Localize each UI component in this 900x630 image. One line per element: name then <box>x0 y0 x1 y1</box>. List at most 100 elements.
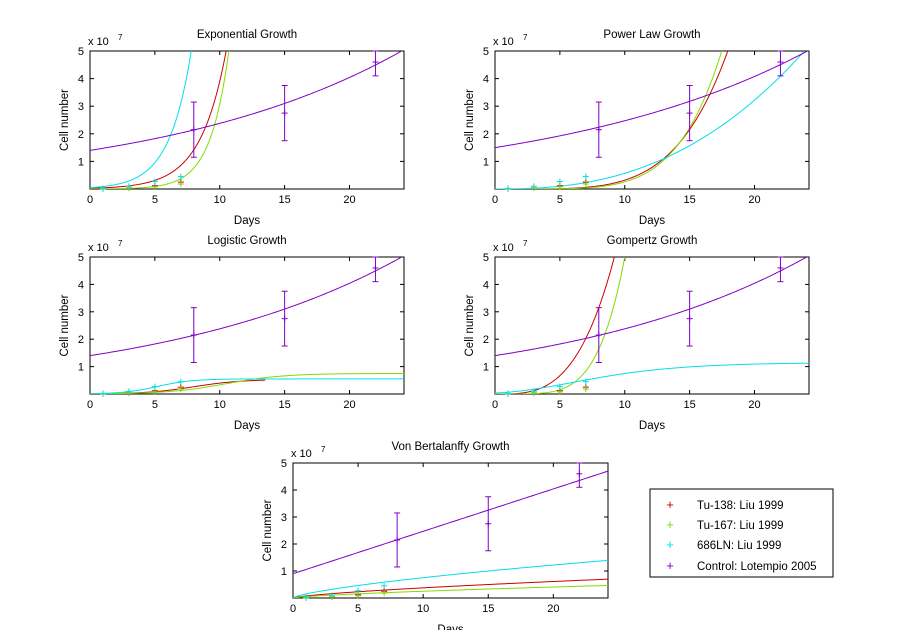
x-tick-label: 10 <box>619 399 631 411</box>
subplot-5: Von Bertalanffy Growth x 10 7 0 5 10 15 20 1 2 3 4 5… <box>262 441 609 630</box>
y-tick-label: 5 <box>483 46 489 58</box>
curves <box>90 257 404 394</box>
y-tick-label: 4 <box>281 485 287 497</box>
x-axis-label: Days <box>234 215 260 227</box>
data-point-control <box>686 85 693 142</box>
data-point-control <box>777 256 784 283</box>
curve-control <box>293 470 608 575</box>
curve-control <box>90 51 403 151</box>
y-tick-label: 5 <box>78 252 84 264</box>
y-exponent-power: 7 <box>118 33 123 42</box>
x-tick-label: 20 <box>748 194 760 206</box>
curve-ln686 <box>90 51 192 189</box>
data-point-ln686 <box>530 388 537 395</box>
curve-tu167 <box>90 51 230 189</box>
data-point-ln686 <box>530 183 537 190</box>
curves <box>495 257 809 394</box>
x-tick-label: 10 <box>619 194 631 206</box>
legend: + Tu-138: Liu 1999 + Tu-167: Liu 1999 + … <box>649 488 834 578</box>
data-point-tu167 <box>151 183 158 190</box>
data-point-control <box>595 307 602 363</box>
data-point-control <box>372 50 379 77</box>
data-point-control <box>281 85 288 142</box>
x-tick-label: 0 <box>87 399 93 411</box>
y-tick-label: 1 <box>78 362 84 374</box>
curve-control <box>495 257 808 357</box>
plot-area <box>292 462 609 599</box>
chart-title: Logistic Growth <box>207 235 286 247</box>
y-exponent-label: x 10 <box>493 36 514 48</box>
observations <box>99 256 379 397</box>
data-point-ln686 <box>177 173 184 180</box>
y-tick-label: 4 <box>78 74 84 86</box>
data-point-control <box>777 50 784 77</box>
legend-entry-tu138: + Tu-138: Liu 1999 <box>666 497 783 512</box>
x-tick-label: 0 <box>492 399 498 411</box>
data-point-tu167 <box>582 181 589 188</box>
legend-label-tu138: Tu-138: Liu 1999 <box>697 500 784 512</box>
y-tick-label: 1 <box>483 362 489 374</box>
y-tick-label: 1 <box>483 156 489 168</box>
data-point-ln686 <box>151 383 158 390</box>
observations <box>504 50 784 192</box>
data-point-control <box>686 290 693 347</box>
data-point-ln686 <box>582 173 589 180</box>
x-axis-label: Days <box>234 420 260 432</box>
data-point-tu167 <box>355 592 362 599</box>
data-point-control <box>394 512 401 568</box>
curve-ln686 <box>293 559 608 598</box>
data-point-ln686 <box>303 594 310 601</box>
x-tick-label: 20 <box>547 603 559 615</box>
legend-label-ln686: 686LN: Liu 1999 <box>697 540 781 552</box>
y-exponent-power: 7 <box>523 239 528 248</box>
y-exponent-label: x 10 <box>291 448 312 460</box>
data-point-ln686 <box>381 582 388 589</box>
y-axis-label: Cell number <box>464 294 476 356</box>
x-tick-label: 10 <box>214 194 226 206</box>
chart-title: Gompertz Growth <box>607 235 698 247</box>
y-tick-label: 5 <box>483 252 489 264</box>
y-exponent-label: x 10 <box>493 242 514 254</box>
x-tick-label: 5 <box>152 194 158 206</box>
curves <box>90 51 403 189</box>
legend-marker-tu167: + <box>666 517 674 532</box>
y-axis-label: Cell number <box>464 89 476 151</box>
x-tick-label: 20 <box>748 399 760 411</box>
legend-entry-ln686: + 686LN: Liu 1999 <box>666 537 781 552</box>
plot-area <box>89 256 405 395</box>
y-tick-label: 4 <box>483 279 489 291</box>
x-axis-label: Days <box>639 215 665 227</box>
curves <box>495 51 809 189</box>
y-exponent-power: 7 <box>523 33 528 42</box>
data-point-tu167 <box>556 388 563 395</box>
data-point-tu167 <box>151 388 158 395</box>
curve-tu167 <box>495 257 626 394</box>
y-tick-label: 5 <box>281 458 287 470</box>
y-tick-label: 2 <box>281 539 287 551</box>
x-tick-label: 5 <box>355 603 361 615</box>
x-tick-label: 5 <box>557 194 563 206</box>
x-tick-label: 10 <box>214 399 226 411</box>
curve-tu138 <box>495 257 615 394</box>
data-point-control <box>281 290 288 347</box>
curves <box>293 470 608 598</box>
curve-control <box>90 257 403 357</box>
y-axis-label: Cell number <box>59 89 71 151</box>
curve-control <box>495 51 809 149</box>
x-tick-label: 5 <box>152 399 158 411</box>
x-tick-label: 15 <box>279 399 291 411</box>
y-exponent-label: x 10 <box>88 242 109 254</box>
y-axis-label: Cell number <box>59 294 71 356</box>
y-tick-label: 3 <box>483 101 489 113</box>
x-tick-label: 10 <box>417 603 429 615</box>
y-tick-label: 1 <box>78 156 84 168</box>
subplot-1: Exponential Growth x 10 7 0 5 10 15 20 1 2 3 4 5 Days… <box>59 29 405 227</box>
x-tick-label: 5 <box>557 399 563 411</box>
curve-tu138 <box>90 51 227 189</box>
data-point-control <box>190 307 197 363</box>
curve-tu138 <box>293 578 608 598</box>
data-point-tu167 <box>177 386 184 393</box>
x-axis-label: Days <box>437 624 463 630</box>
y-tick-label: 1 <box>281 566 287 578</box>
data-point-ln686 <box>556 383 563 390</box>
